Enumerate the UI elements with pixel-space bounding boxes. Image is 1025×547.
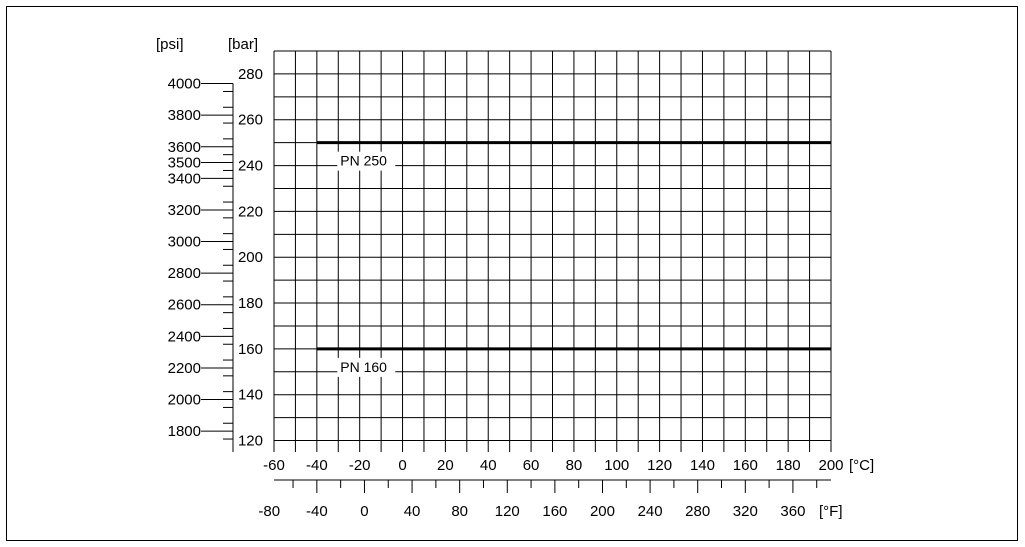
fahrenheit-tick-label: 0 xyxy=(360,503,368,520)
series-label: PN 250 xyxy=(340,153,387,169)
x-tick-label: 60 xyxy=(523,457,540,474)
fahrenheit-tick-label: 200 xyxy=(590,503,615,520)
x-tick-label: 80 xyxy=(566,457,583,474)
y-tick-label: 260 xyxy=(238,112,263,129)
y-tick-label: 180 xyxy=(238,295,263,312)
x-tick-label: 200 xyxy=(818,457,843,474)
psi-tick-label: 2600 xyxy=(168,297,201,314)
psi-tick-label: 2400 xyxy=(168,328,201,345)
y-tick-label: 280 xyxy=(238,66,263,83)
y-tick-label: 160 xyxy=(238,341,263,358)
x-tick-label: 20 xyxy=(437,457,454,474)
psi-tick-label: 2800 xyxy=(168,265,201,282)
fahrenheit-tick-label: -80 xyxy=(258,503,280,520)
x-tick-label: 100 xyxy=(604,457,629,474)
x-tick-label: 160 xyxy=(733,457,758,474)
y-tick-label: 140 xyxy=(238,387,263,404)
fahrenheit-tick-label: 120 xyxy=(495,503,520,520)
y-tick-label: 220 xyxy=(238,203,263,220)
y-tick-label: 240 xyxy=(238,158,263,175)
psi-tick-label: 2000 xyxy=(168,392,201,409)
fahrenheit-tick-label: -40 xyxy=(306,503,328,520)
psi-tick-label: 3800 xyxy=(168,107,201,124)
y-tick-label: 200 xyxy=(238,249,263,266)
fahrenheit-tick-label: 160 xyxy=(542,503,567,520)
x-tick-label: 40 xyxy=(480,457,497,474)
psi-axis-unit-label: [psi] xyxy=(156,36,184,53)
psi-tick-label: 4000 xyxy=(168,76,201,93)
fahrenheit-tick-label: 320 xyxy=(733,503,758,520)
x-axis-unit-label: [°C] xyxy=(849,457,874,474)
fahrenheit-tick-label: 240 xyxy=(638,503,663,520)
psi-tick-label: 3200 xyxy=(168,202,201,219)
psi-tick-label: 3600 xyxy=(168,139,201,156)
y-tick-label: 120 xyxy=(238,433,263,450)
y-axis-unit-label: [bar] xyxy=(228,36,258,53)
fahrenheit-tick-label: 360 xyxy=(780,503,805,520)
chart-frame: 120 140 160 180 200 220 240 260 280 [bar] 1800 2000… xyxy=(6,6,1018,541)
fahrenheit-tick-label: 280 xyxy=(685,503,710,520)
series-label-bg xyxy=(337,357,396,377)
fahrenheit-unit-label: [°F] xyxy=(819,503,843,520)
fahrenheit-tick-label: 40 xyxy=(404,503,421,520)
fahrenheit-tick-label: 80 xyxy=(451,503,468,520)
x-tick-label: 0 xyxy=(398,457,406,474)
series-label: PN 160 xyxy=(340,359,387,375)
x-tick-label: 140 xyxy=(690,457,715,474)
series-label-bg xyxy=(337,151,396,171)
x-tick-label: -60 xyxy=(263,457,285,474)
x-tick-label: -20 xyxy=(349,457,371,474)
psi-tick-label: 1800 xyxy=(168,423,201,440)
psi-tick-label: 2200 xyxy=(168,360,201,377)
psi-tick-label: 3400 xyxy=(168,170,201,187)
x-tick-label: 120 xyxy=(647,457,672,474)
x-tick-label: 180 xyxy=(776,457,801,474)
psi-tick-label: 3500 xyxy=(168,155,201,172)
x-tick-label: -40 xyxy=(306,457,328,474)
psi-tick-label: 3000 xyxy=(168,234,201,251)
pressure-temperature-chart: 120140160180200220240260280[bar]18002000… xyxy=(156,36,874,520)
